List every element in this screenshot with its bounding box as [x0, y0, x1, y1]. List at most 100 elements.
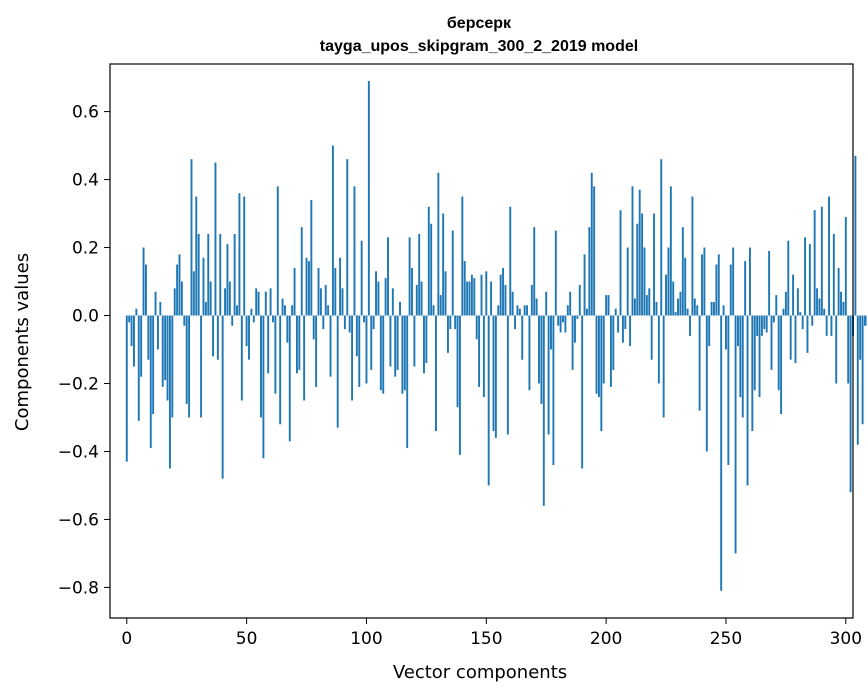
bar	[423, 315, 425, 374]
bar	[331, 145, 334, 316]
bar	[612, 315, 615, 370]
bar	[387, 237, 389, 316]
bar	[456, 315, 459, 408]
bar	[832, 233, 835, 316]
bar	[260, 315, 262, 418]
bar	[808, 244, 811, 316]
bar	[794, 315, 797, 364]
bar	[192, 271, 195, 316]
bar	[674, 312, 677, 316]
bar	[284, 305, 286, 316]
bar	[346, 159, 349, 316]
bar	[657, 315, 660, 384]
bar	[741, 315, 744, 418]
x-tick-label: 50	[236, 629, 258, 649]
x-tick-label: 200	[590, 629, 622, 649]
bar	[840, 291, 842, 316]
bar	[542, 315, 545, 506]
bar	[279, 315, 282, 425]
bar	[576, 315, 579, 319]
bar	[470, 274, 473, 316]
bar	[403, 315, 406, 391]
bar	[734, 315, 737, 554]
bar	[701, 254, 703, 316]
bar	[847, 315, 850, 384]
bar	[633, 298, 636, 316]
bar	[813, 210, 816, 316]
bar	[789, 315, 792, 360]
bar	[149, 315, 152, 449]
bar	[605, 295, 608, 316]
bar	[363, 315, 366, 323]
bar	[231, 315, 234, 326]
bar	[482, 315, 485, 398]
bar	[629, 315, 632, 347]
bar	[597, 315, 600, 398]
bar	[449, 315, 452, 330]
y-tick-label: −0.2	[58, 374, 99, 394]
bar	[650, 315, 653, 360]
bar	[264, 291, 267, 316]
bar	[183, 315, 186, 326]
bar	[454, 315, 457, 330]
bar	[236, 305, 238, 316]
bar	[523, 305, 526, 316]
bar	[602, 315, 605, 384]
bar	[379, 315, 382, 391]
bar	[439, 295, 442, 316]
bar	[324, 284, 327, 316]
bar	[250, 308, 253, 316]
bar	[307, 261, 310, 316]
bar	[681, 227, 684, 316]
bar	[497, 305, 500, 316]
bar	[466, 281, 469, 316]
bar	[319, 288, 322, 316]
bar	[552, 315, 555, 466]
bar	[521, 315, 524, 360]
bar	[638, 189, 641, 316]
bar	[583, 254, 586, 316]
bar	[406, 315, 409, 449]
bar	[425, 315, 428, 364]
bar	[190, 159, 193, 316]
bar	[360, 240, 363, 316]
bar	[499, 274, 502, 316]
chart-title: берсерк	[447, 15, 512, 32]
bar	[727, 315, 730, 466]
bar	[480, 274, 483, 316]
bar	[233, 233, 236, 316]
bar	[607, 295, 610, 316]
bar	[768, 250, 771, 316]
bar	[739, 315, 742, 398]
bar	[636, 223, 639, 316]
bar	[130, 315, 133, 347]
bar	[411, 267, 413, 316]
bar	[518, 308, 521, 316]
bar	[298, 315, 301, 370]
bar	[514, 315, 517, 330]
bar	[171, 315, 174, 418]
bar	[614, 308, 617, 316]
bar	[540, 315, 543, 404]
bar	[830, 315, 833, 336]
bar	[336, 315, 339, 428]
bar	[430, 223, 433, 316]
bar	[377, 281, 380, 316]
bar	[667, 247, 670, 316]
bar	[689, 315, 691, 336]
bar	[391, 288, 394, 316]
bar	[504, 284, 507, 316]
bar	[722, 305, 725, 316]
bar	[825, 315, 828, 336]
bar	[550, 315, 552, 350]
bar	[631, 186, 634, 316]
bar	[367, 80, 370, 316]
bar	[545, 291, 548, 316]
bar	[849, 315, 852, 493]
bar	[662, 315, 665, 418]
bar	[703, 247, 706, 316]
bar	[590, 172, 593, 316]
bars-group	[125, 80, 867, 591]
bar	[753, 315, 756, 391]
